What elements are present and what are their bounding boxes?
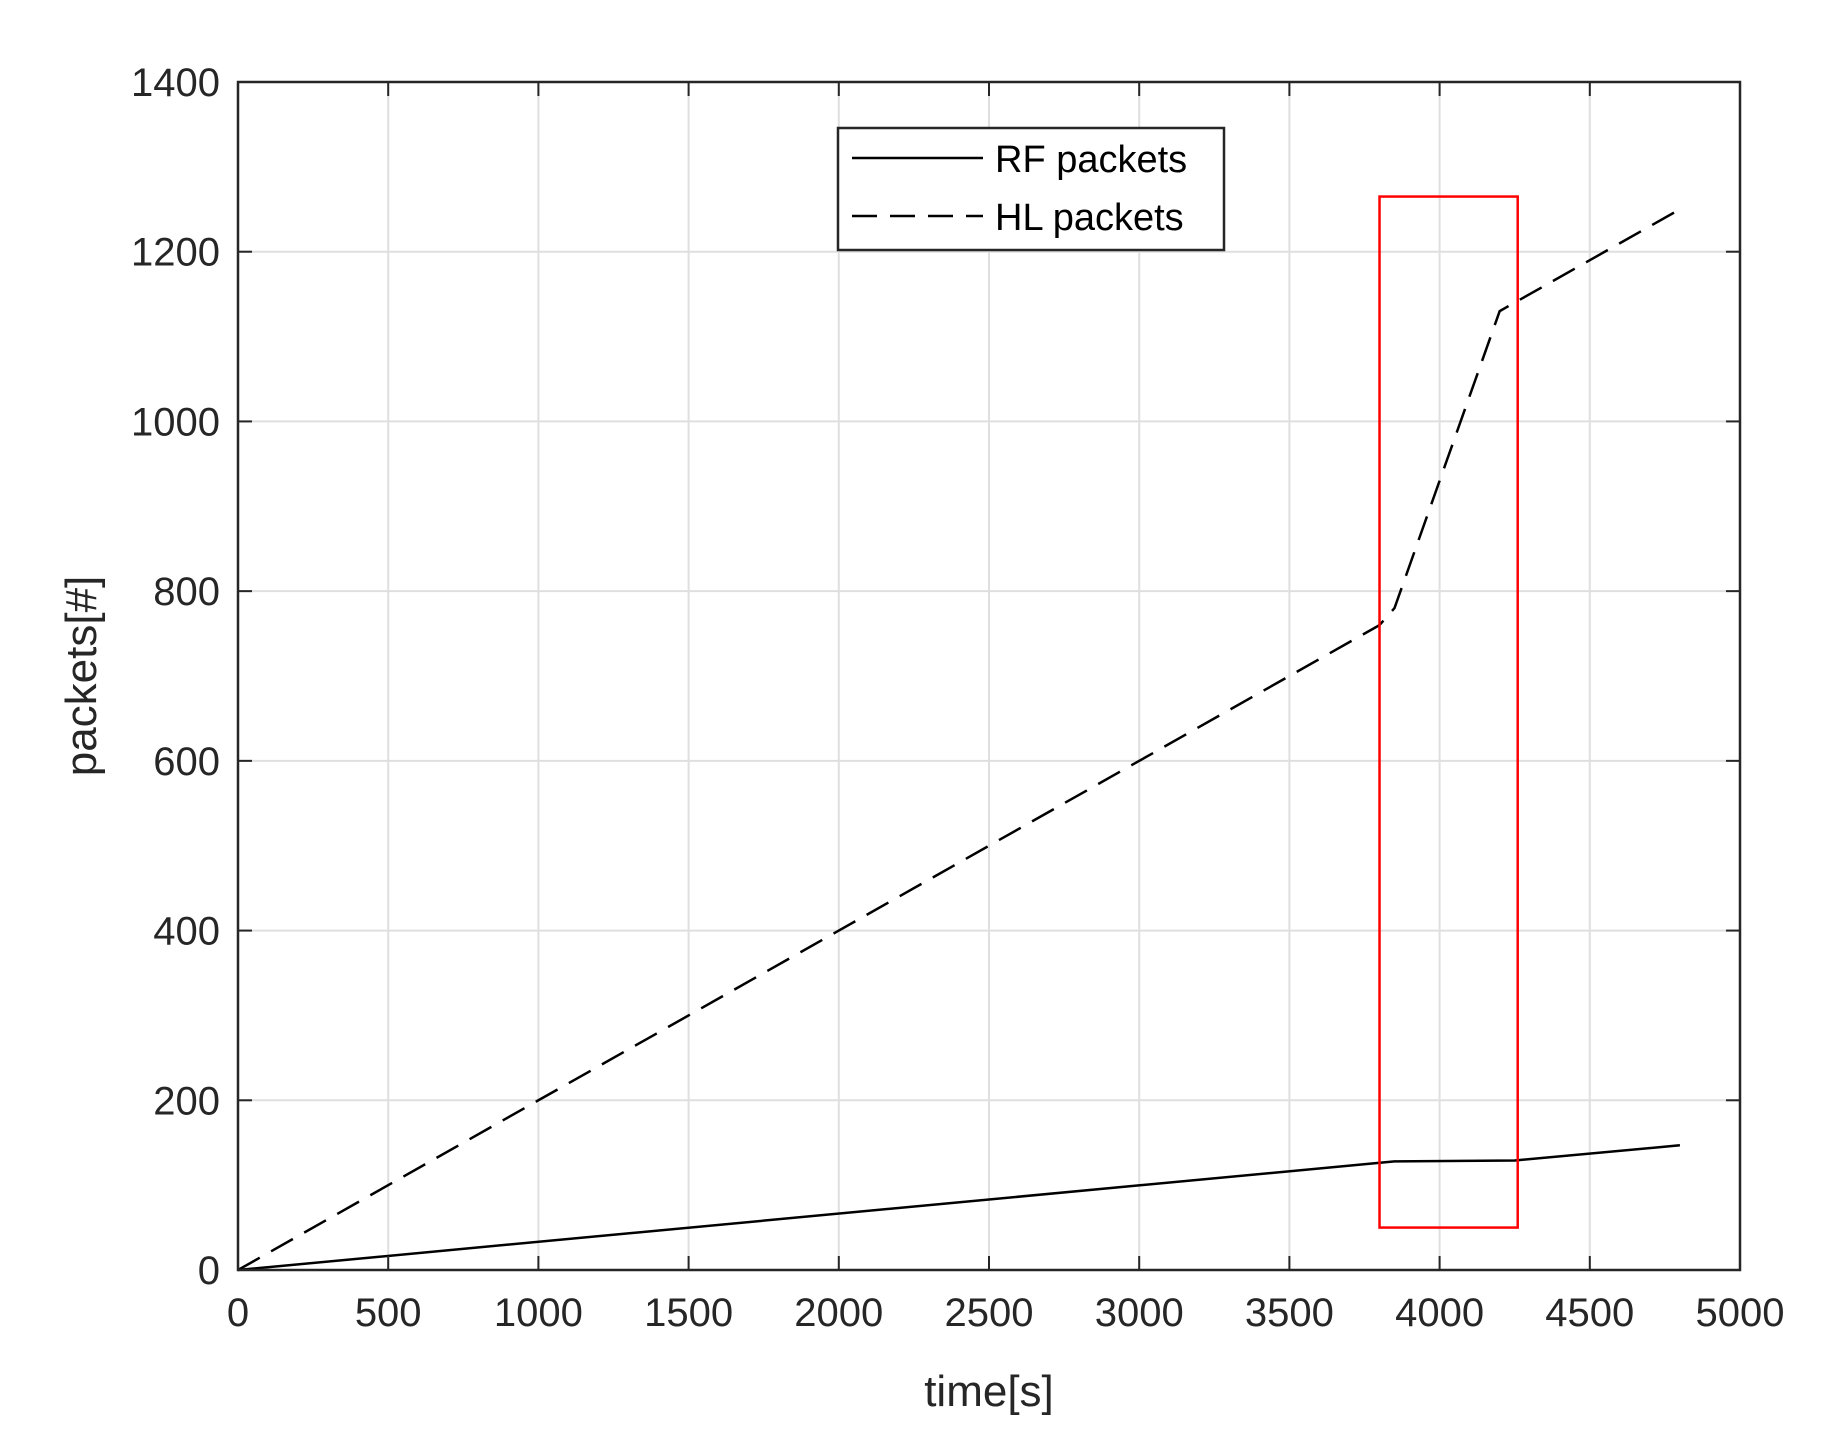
y-tick-label: 1200 [131, 231, 220, 275]
legend-label-hl: HL packets [995, 197, 1184, 239]
x-tick-label: 0 [227, 1291, 249, 1335]
x-axis-title: time[s] [924, 1367, 1054, 1416]
x-tick-label: 2000 [794, 1291, 883, 1335]
x-tick-label: 4000 [1395, 1291, 1484, 1335]
x-tick-label: 1500 [644, 1291, 733, 1335]
y-axis-title: packets[#] [57, 576, 106, 777]
y-tick-label: 800 [153, 570, 220, 614]
y-tick-label: 0 [198, 1249, 220, 1293]
y-tick-label: 1000 [131, 400, 220, 444]
x-tick-label: 3500 [1245, 1291, 1334, 1335]
x-tick-label: 3000 [1095, 1291, 1184, 1335]
x-tick-label: 5000 [1696, 1291, 1785, 1335]
y-tick-label: 400 [153, 910, 220, 954]
x-tick-label: 1000 [494, 1291, 583, 1335]
y-tick-label: 1400 [131, 61, 220, 105]
x-tick-label: 4500 [1545, 1291, 1634, 1335]
x-tick-label: 2500 [945, 1291, 1034, 1335]
y-tick-label: 600 [153, 740, 220, 784]
legend: RF packets HL packets [838, 128, 1224, 250]
y-tick-label: 200 [153, 1079, 220, 1123]
x-tick-label: 500 [355, 1291, 422, 1335]
legend-label-rf: RF packets [995, 139, 1187, 181]
